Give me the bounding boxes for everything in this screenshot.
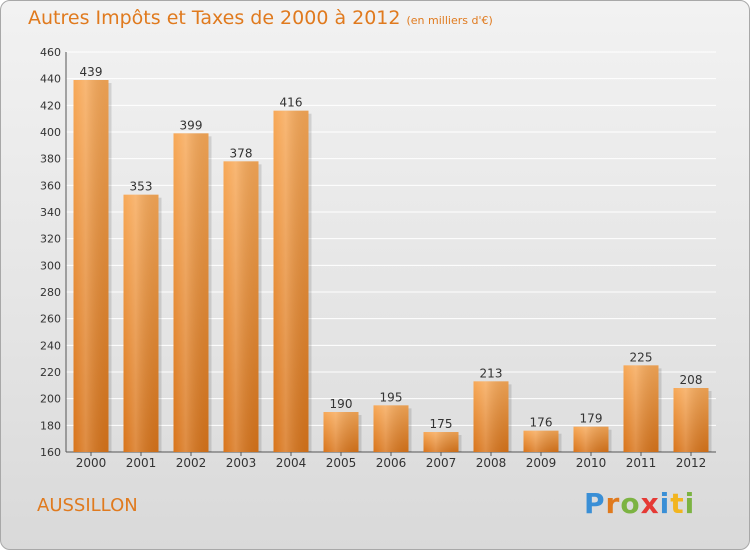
bar-highlight (273, 110, 309, 453)
logo-letter: r (605, 487, 621, 520)
data-labels: 439 353 399 378 416 190 195 175 213 176 179 225 208 (80, 65, 703, 431)
data-label: 208 (680, 373, 703, 387)
bar-highlight (73, 80, 109, 452)
data-label: 225 (630, 350, 653, 364)
bar-highlight (173, 133, 209, 453)
y-tick-label: 400 (40, 126, 61, 139)
x-tick-label: 2005 (326, 456, 357, 470)
data-label: 416 (280, 96, 303, 110)
logo-letter: o (620, 487, 641, 520)
logo-letter: P (584, 487, 606, 520)
logo-letter: i (684, 487, 696, 520)
chart-title-text: Autres Impôts et Taxes de 2000 à 2012 (28, 7, 401, 29)
bars (73, 80, 712, 453)
axes: 160 180 200 220 240 260 280 300 320 340 360 380 400 4… (40, 46, 716, 470)
bar-highlight (523, 430, 559, 452)
y-tick-label: 240 (40, 339, 61, 352)
chart-unit: (en milliers d'€) (406, 14, 493, 27)
y-tick-label: 460 (40, 46, 61, 59)
data-label: 176 (530, 416, 553, 430)
data-label: 439 (80, 65, 103, 79)
y-tick-label: 420 (40, 99, 61, 112)
bar-highlight (673, 388, 709, 452)
data-label: 179 (580, 412, 603, 426)
data-label: 399 (180, 118, 203, 132)
commune-name: AUSSILLON (37, 495, 138, 516)
x-tick-label: 2007 (426, 456, 457, 470)
y-tick-label: 280 (40, 286, 61, 299)
x-tick-label: 2003 (226, 456, 257, 470)
y-tick-label: 320 (40, 233, 61, 246)
x-tick-label: 2001 (126, 456, 157, 470)
logo-letter: t (670, 487, 685, 520)
x-tick-label: 2012 (676, 456, 707, 470)
y-tick-label: 440 (40, 73, 61, 86)
chart-title: Autres Impôts et Taxes de 2000 à 2012 (en… (28, 7, 493, 29)
y-tick-label: 220 (40, 366, 61, 379)
data-label: 195 (380, 390, 403, 404)
y-tick-label: 380 (40, 153, 61, 166)
bar-highlight (423, 432, 459, 452)
data-label: 213 (480, 366, 503, 380)
bar-highlight (123, 194, 159, 452)
x-tick-label: 2004 (276, 456, 307, 470)
y-tick-label: 340 (40, 206, 61, 219)
bar-highlight (573, 426, 609, 452)
x-tick-label: 2010 (576, 456, 607, 470)
bar-highlight (473, 381, 509, 452)
x-tick-label: 2008 (476, 456, 507, 470)
x-tick-label: 2009 (526, 456, 557, 470)
data-label: 175 (430, 417, 453, 431)
bar-highlight (373, 405, 409, 452)
data-label: 190 (330, 397, 353, 411)
logo-letter: i (659, 487, 671, 520)
bar-highlight (223, 161, 259, 453)
x-tick-label: 2011 (626, 456, 657, 470)
x-tick-label: 2000 (76, 456, 107, 470)
data-label: 378 (230, 146, 253, 160)
logo-letter: x (640, 487, 660, 520)
y-tick-label: 180 (40, 419, 61, 432)
proxiti-logo: Proxiti (584, 487, 695, 520)
y-tick-label: 200 (40, 393, 61, 406)
data-label: 353 (130, 180, 153, 194)
bar-highlight (623, 365, 659, 452)
x-tick-label: 2006 (376, 456, 407, 470)
y-tick-label: 300 (40, 259, 61, 272)
y-tick-label: 360 (40, 179, 61, 192)
bar-highlight (323, 412, 359, 452)
x-tick-label: 2002 (176, 456, 207, 470)
y-tick-label: 160 (40, 446, 61, 459)
y-tick-label: 260 (40, 313, 61, 326)
